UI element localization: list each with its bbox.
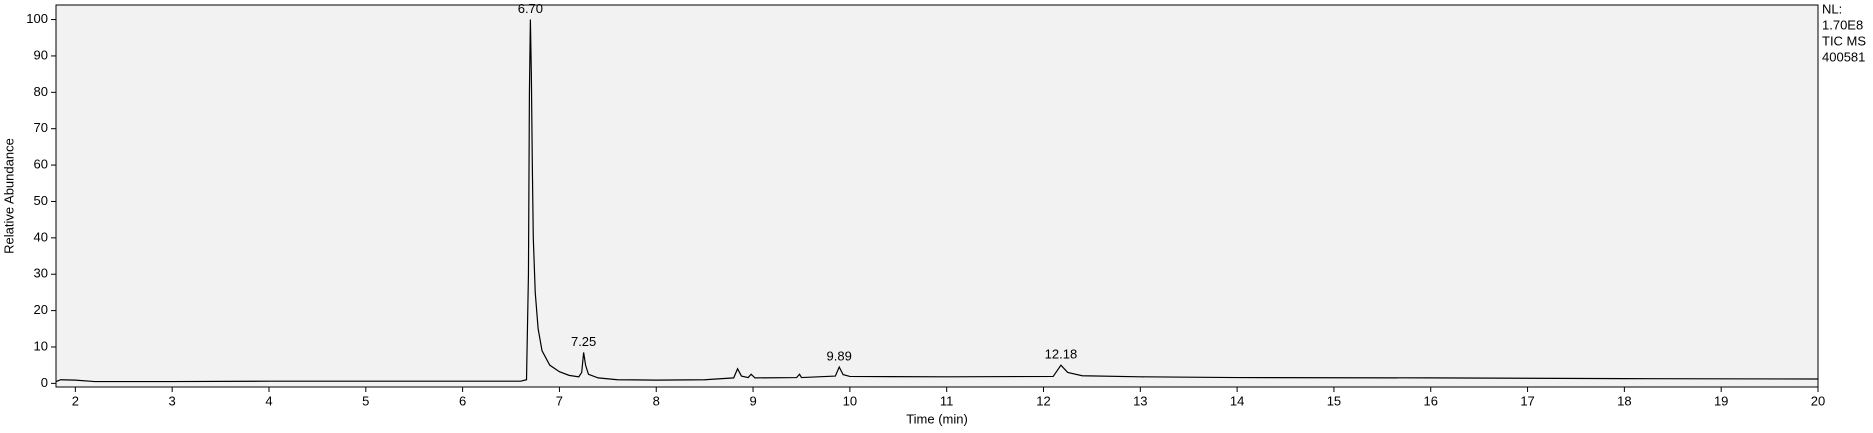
x-tick-label: 13	[1133, 393, 1147, 408]
x-tick-label: 3	[169, 393, 176, 408]
x-tick-label: 7	[556, 393, 563, 408]
y-tick-label: 30	[34, 266, 48, 281]
x-tick-label: 17	[1520, 393, 1534, 408]
peak-label: 6.70	[518, 1, 543, 16]
x-tick-label: 10	[843, 393, 857, 408]
y-tick-label: 100	[26, 11, 48, 26]
y-tick-label: 20	[34, 302, 48, 317]
x-tick-label: 20	[1811, 393, 1825, 408]
info-text: NL:	[1822, 1, 1842, 16]
plot-area	[55, 4, 1819, 388]
x-tick-label: 2	[72, 393, 79, 408]
trace	[55, 19, 1819, 383]
x-tick-label: 4	[265, 393, 272, 408]
x-tick-label: 11	[940, 393, 954, 408]
peak-label: 12.18	[1045, 347, 1078, 362]
x-tick-label: 15	[1327, 393, 1341, 408]
y-tick-label: 0	[41, 375, 48, 390]
peak-label: 9.89	[827, 348, 852, 363]
x-tick-label: 6	[459, 393, 466, 408]
y-tick-label: 10	[34, 338, 48, 353]
x-tick-label: 8	[653, 393, 660, 408]
y-tick-label: 50	[34, 193, 48, 208]
x-tick-label: 19	[1714, 393, 1728, 408]
y-tick-label: 60	[34, 157, 48, 172]
info-text: TIC MS	[1822, 33, 1866, 48]
x-tick-label: 18	[1617, 393, 1631, 408]
peak-label: 7.25	[571, 334, 596, 349]
x-axis-label: Time (min)	[906, 411, 968, 426]
x-tick-label: 12	[1036, 393, 1050, 408]
info-text: 1.70E8	[1822, 17, 1863, 32]
y-tick-label: 70	[34, 120, 48, 135]
info-text: 400581	[1822, 49, 1865, 64]
y-tick-label: 90	[34, 47, 48, 62]
x-tick-label: 9	[749, 393, 756, 408]
y-tick-label: 80	[34, 84, 48, 99]
x-tick-label: 16	[1424, 393, 1438, 408]
y-axis-label: Relative Abundance	[1, 138, 16, 254]
x-tick-label: 14	[1230, 393, 1244, 408]
y-tick-label: 40	[34, 229, 48, 244]
x-tick-label: 5	[362, 393, 369, 408]
